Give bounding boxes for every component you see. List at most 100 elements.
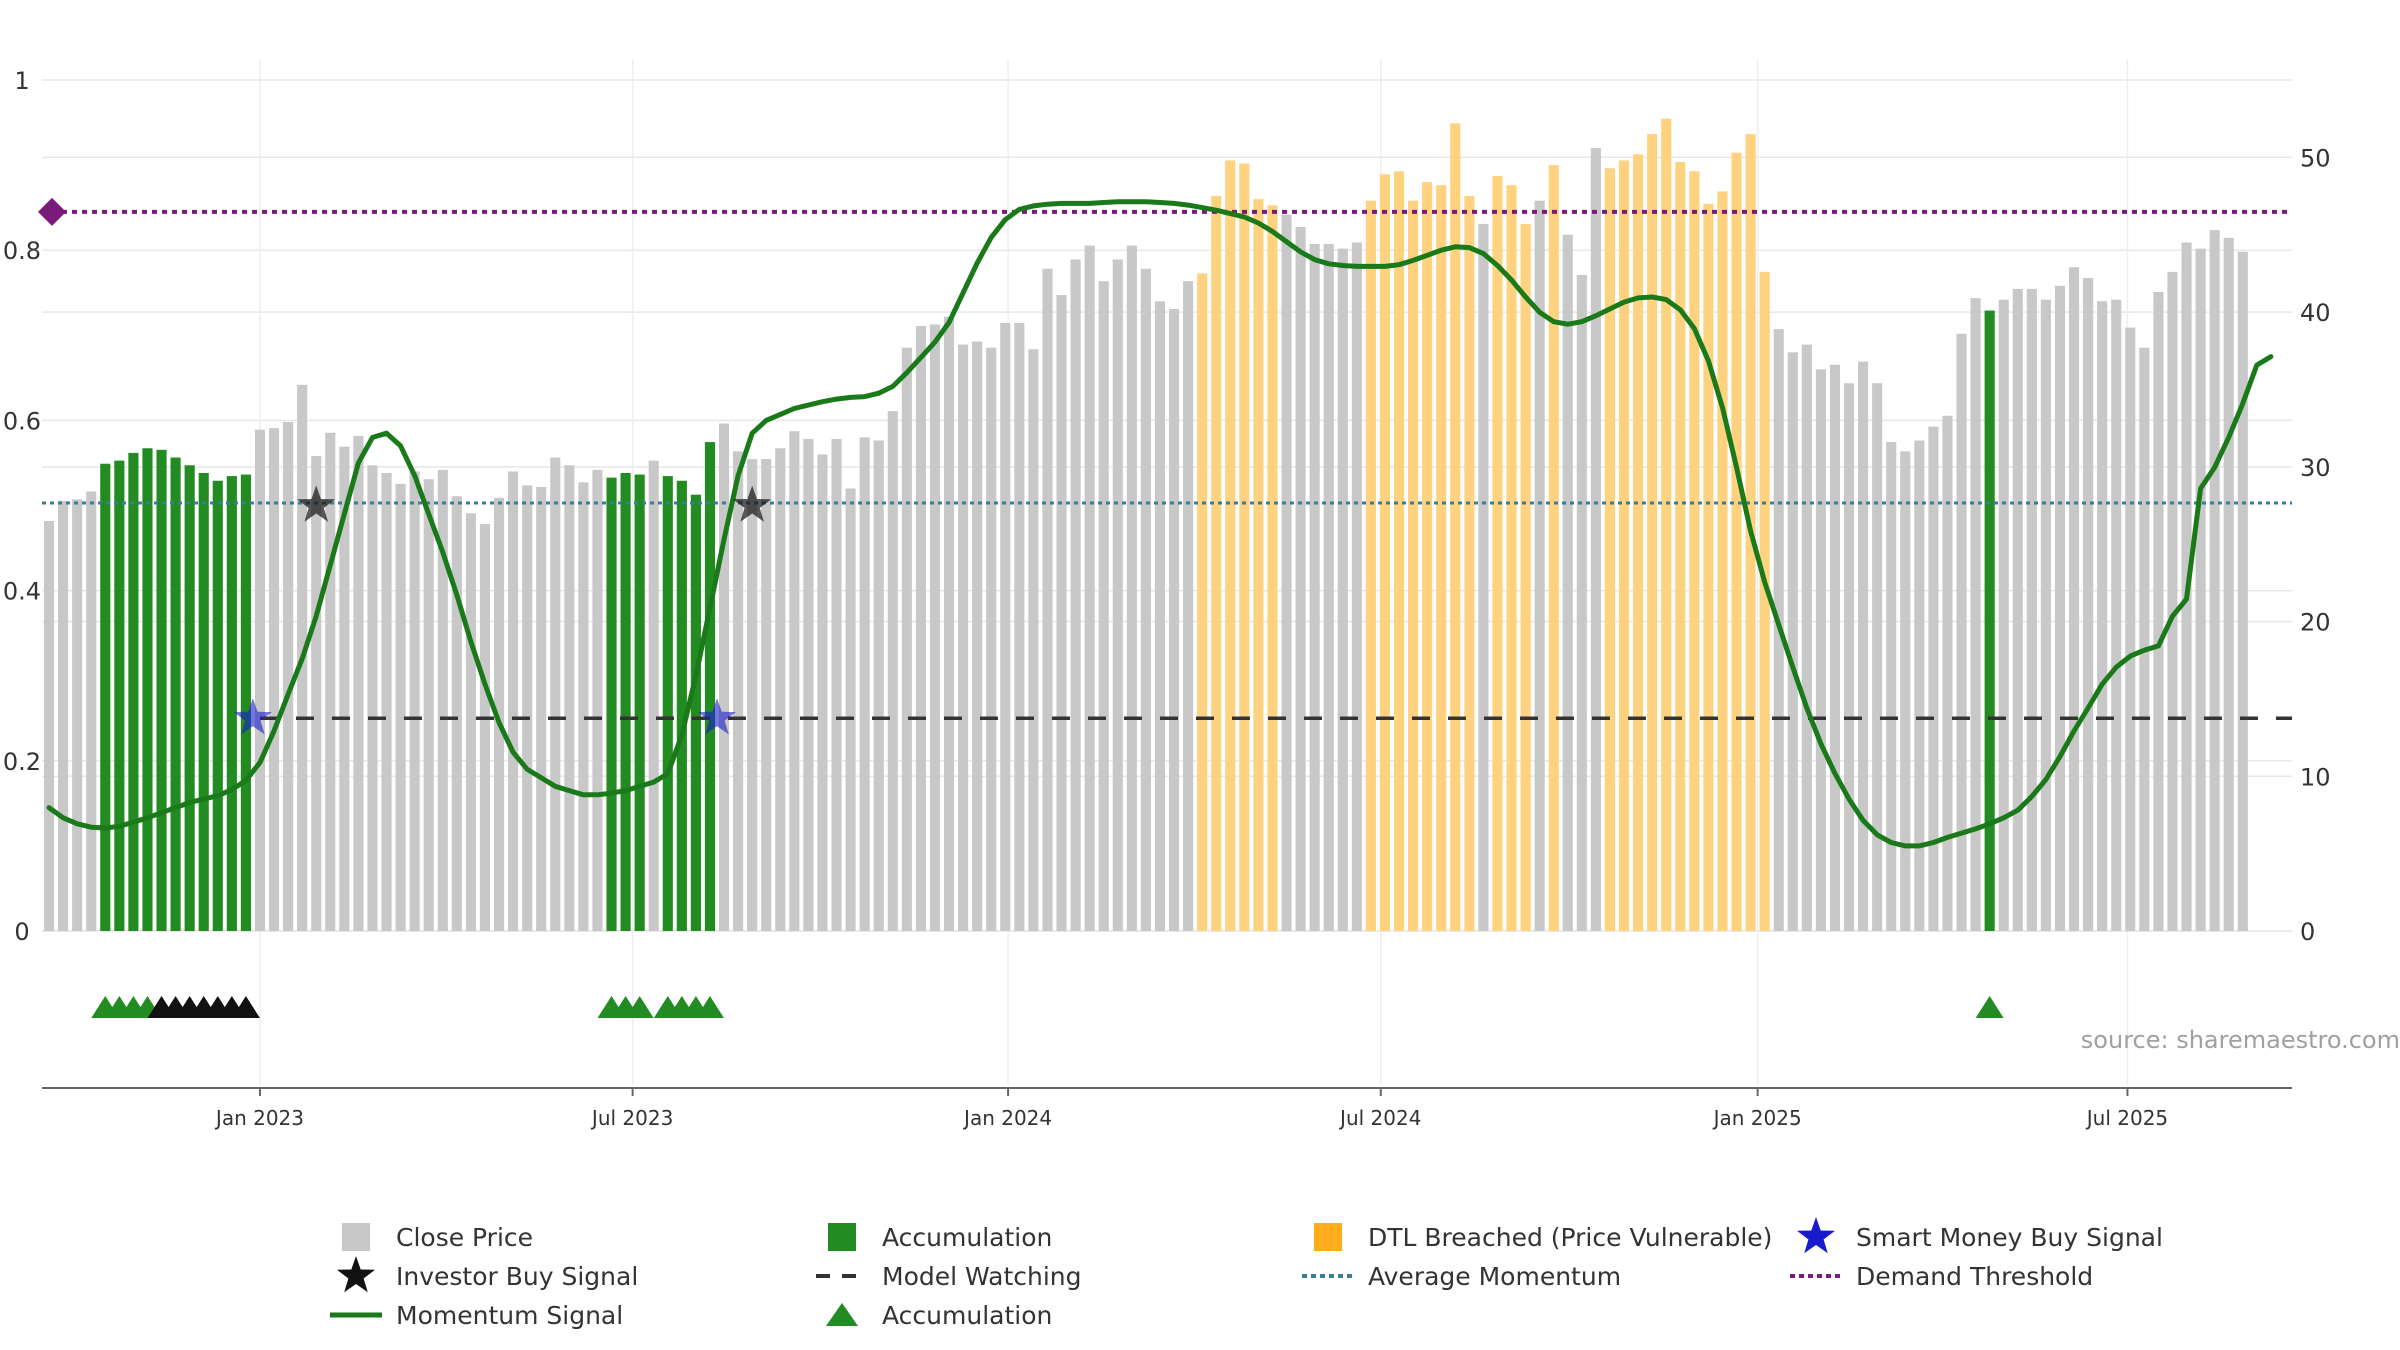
legend-item-smart_star: Smart Money Buy Signal xyxy=(1797,1217,2163,1254)
accumulation-bar xyxy=(114,460,125,931)
accumulation-bar xyxy=(226,476,237,931)
close-price-bar xyxy=(1126,245,1137,932)
close-price-bar xyxy=(733,451,744,931)
close-price-bar xyxy=(1295,226,1306,931)
close-price-bar xyxy=(648,460,659,931)
close-price-bar xyxy=(1168,308,1180,932)
left-axis-tick-label: 1 xyxy=(14,67,29,95)
dtl-breached-bar xyxy=(1548,165,1559,932)
accumulation-triangle xyxy=(1975,996,2004,1018)
legend-label: Model Watching xyxy=(882,1262,1082,1291)
investor-triangle xyxy=(231,996,260,1018)
accumulation-bar xyxy=(690,494,701,931)
legend-label: Average Momentum xyxy=(1368,1262,1621,1291)
close-price-bar xyxy=(1337,248,1348,932)
accumulation-bar xyxy=(240,474,251,931)
legend-label: Investor Buy Signal xyxy=(396,1262,638,1291)
accumulation-bar xyxy=(100,463,111,931)
close-price-bar xyxy=(437,469,448,931)
right-axis-tick-label: 0 xyxy=(2300,918,2315,946)
close-price-bar xyxy=(1970,298,1981,931)
legend-swatch xyxy=(826,1303,858,1326)
close-price-bar xyxy=(789,431,800,931)
dtl-breached-bar xyxy=(1239,163,1250,931)
close-price-bar xyxy=(2223,237,2234,931)
close-price-bar xyxy=(508,471,519,931)
close-price-bar xyxy=(1872,383,1883,931)
dtl-breached-bar xyxy=(1436,185,1447,931)
close-price-bar xyxy=(550,457,561,931)
close-price-bar xyxy=(2209,230,2220,931)
accumulation-bar xyxy=(128,452,139,931)
close-price-bar xyxy=(1843,383,1855,931)
close-price-bar xyxy=(1562,234,1573,931)
close-price-bar xyxy=(1886,442,1897,931)
close-price-bar xyxy=(493,497,505,931)
close-price-bar xyxy=(2125,327,2136,932)
accumulation-bar xyxy=(704,442,716,931)
close-price-bar xyxy=(718,423,730,931)
close-price-bar xyxy=(2068,267,2080,932)
dtl-breached-bar xyxy=(1731,152,1742,932)
dtl-breached-bar xyxy=(1506,185,1517,931)
close-price-bar xyxy=(747,459,758,931)
close-price-bar xyxy=(58,500,69,931)
close-price-bar xyxy=(803,438,814,931)
legend-label: Demand Threshold xyxy=(1856,1262,2093,1291)
close-price-bar xyxy=(367,465,378,931)
legend-item-watching: Model Watching xyxy=(816,1262,1082,1291)
close-price-bar xyxy=(451,496,462,931)
close-price-bar xyxy=(915,326,926,931)
close-price-bar xyxy=(2167,271,2178,931)
legend-swatch xyxy=(342,1223,370,1251)
close-price-bar xyxy=(465,513,476,931)
x-axis-tick-label: Jul 2024 xyxy=(1338,1106,1421,1130)
close-price-bar xyxy=(1914,440,1925,931)
right-axis-tick-label: 10 xyxy=(2300,763,2331,791)
dtl-breached-bar xyxy=(1408,200,1419,932)
dtl-breached-bar xyxy=(1618,160,1630,931)
close-price-bar xyxy=(859,437,870,931)
close-price-bar xyxy=(353,435,364,931)
price-bars xyxy=(43,118,2248,932)
legend-label: Accumulation xyxy=(882,1301,1052,1330)
accumulation-bar xyxy=(198,473,209,931)
accumulation-bar xyxy=(142,448,153,931)
close-price-bar xyxy=(283,421,294,931)
close-price-bar xyxy=(564,465,575,931)
close-price-bar xyxy=(1309,244,1320,931)
close-price-bar xyxy=(1998,299,2009,931)
close-price-bar xyxy=(1351,242,1362,932)
dtl-breached-bar xyxy=(1661,118,1672,931)
accumulation-bar xyxy=(634,474,645,931)
close-price-bar xyxy=(2139,347,2150,931)
legend-item-dtl: DTL Breached (Price Vulnerable) xyxy=(1314,1223,1772,1252)
right-axis-tick-label: 20 xyxy=(2300,609,2331,637)
legend-label: Close Price xyxy=(396,1223,533,1252)
accumulation-triangle xyxy=(695,996,724,1018)
close-price-bar xyxy=(1942,415,1953,931)
close-price-bar xyxy=(2040,299,2051,931)
legend-label: Smart Money Buy Signal xyxy=(1856,1223,2163,1252)
close-price-bar xyxy=(943,316,955,931)
legend-swatch xyxy=(337,1256,375,1293)
close-price-bar xyxy=(2097,301,2108,931)
dtl-breached-bar xyxy=(1604,168,1616,931)
dtl-breached-bar xyxy=(1689,171,1700,932)
dtl-breached-bar xyxy=(1464,196,1475,931)
close-price-bar xyxy=(592,469,603,931)
left-axis-tick-label: 0.2 xyxy=(3,748,41,776)
accumulation-bar xyxy=(676,480,687,931)
dtl-breached-bar xyxy=(1703,203,1714,932)
investor-buy-star xyxy=(733,485,772,522)
close-price-bar xyxy=(395,483,406,931)
source-label: source: sharemaestro.com xyxy=(2081,1026,2400,1054)
x-axis-tick-label: Jul 2025 xyxy=(2085,1106,2168,1130)
close-price-bar xyxy=(1928,426,1939,931)
dtl-breached-bar xyxy=(1492,175,1503,931)
close-price-bar xyxy=(1154,301,1166,931)
close-price-bar xyxy=(1576,274,1587,931)
close-price-bar xyxy=(901,347,912,931)
close-price-bar xyxy=(775,448,786,931)
accumulation-triangle xyxy=(625,996,654,1018)
